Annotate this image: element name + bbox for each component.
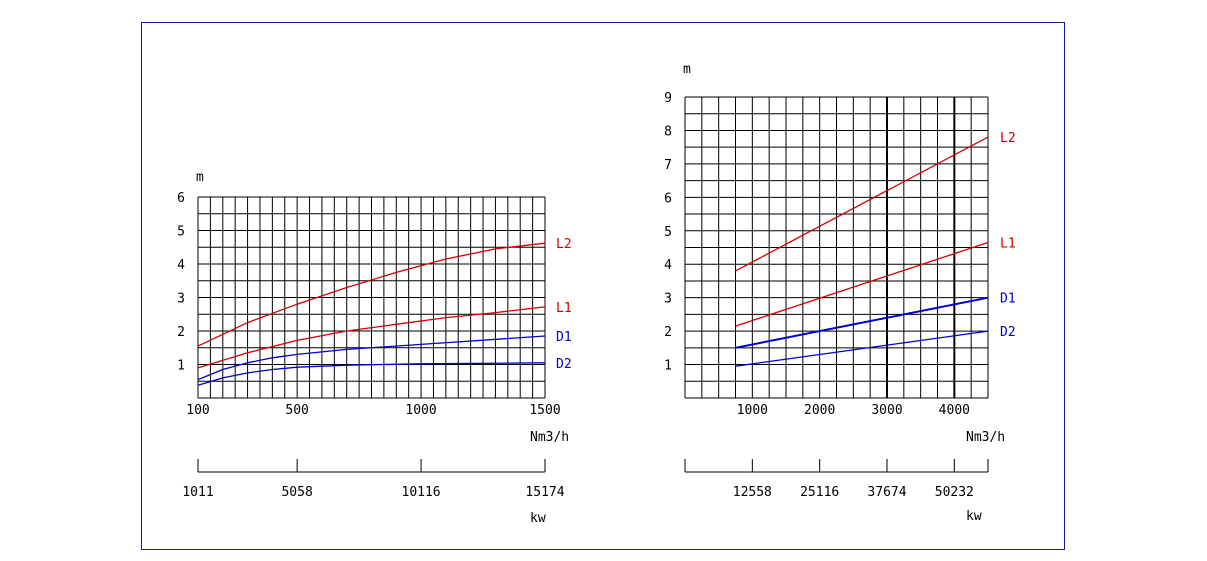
y-tick-label: 4 — [664, 258, 672, 273]
power-tick-label: 15174 — [525, 485, 564, 500]
x-tick-label: 2000 — [804, 403, 835, 418]
y-tick-label: 4 — [177, 258, 185, 273]
series-line-d2 — [197, 362, 546, 386]
power-unit-label: kw — [966, 509, 982, 524]
power-tick-label: 25116 — [800, 485, 839, 500]
y-tick-label: 2 — [177, 325, 185, 340]
x-tick-label: 1000 — [737, 403, 768, 418]
series-line-d2 — [735, 330, 989, 367]
y-tick-label: 5 — [177, 225, 185, 240]
x-tick-label: 1000 — [405, 403, 436, 418]
x-unit-label: Nm3/h — [530, 430, 569, 445]
y-tick-label: 5 — [664, 225, 672, 240]
series-label-d2: D2 — [1000, 325, 1016, 340]
power-tick-label: 50232 — [935, 485, 974, 500]
series-label-d2: D2 — [556, 357, 572, 372]
x-tick-label: 100 — [186, 403, 209, 418]
y-tick-label: 6 — [664, 191, 672, 206]
y-tick-label: 8 — [664, 124, 672, 139]
series-line-l2 — [735, 136, 989, 272]
series-label-l1: L1 — [1000, 236, 1016, 251]
x-tick-label: 500 — [285, 403, 308, 418]
y-unit-label: m — [683, 62, 691, 77]
y-tick-label: 3 — [177, 292, 185, 307]
figure-frame — [141, 22, 1065, 550]
power-tick-label: 5058 — [281, 485, 312, 500]
power-tick-label: 37674 — [867, 485, 906, 500]
y-tick-label: 3 — [664, 292, 672, 307]
series-label-d1: D1 — [1000, 292, 1016, 307]
x-tick-label: 1500 — [529, 403, 560, 418]
x-tick-label: 3000 — [871, 403, 902, 418]
power-tick-label: 10116 — [402, 485, 441, 500]
x-tick-label: 4000 — [939, 403, 970, 418]
x-unit-label: Nm3/h — [966, 430, 1005, 445]
series-label-d1: D1 — [556, 330, 572, 345]
y-tick-label: 6 — [177, 191, 185, 206]
series-label-l2: L2 — [556, 237, 572, 252]
series-line-d1 — [197, 335, 546, 381]
y-tick-label: 9 — [664, 91, 672, 106]
series-line-l2 — [197, 242, 546, 347]
power-unit-label: kw — [530, 511, 546, 526]
y-tick-label: 1 — [177, 359, 185, 374]
power-tick-label: 1011 — [182, 485, 213, 500]
power-tick-label: 12558 — [733, 485, 772, 500]
series-line-l1 — [197, 306, 546, 369]
series-line-l1 — [735, 241, 989, 327]
y-tick-label: 1 — [664, 359, 672, 374]
series-line-d1 — [735, 296, 989, 349]
series-label-l2: L2 — [1000, 131, 1016, 146]
y-unit-label: m — [196, 170, 204, 185]
series-label-l1: L1 — [556, 301, 572, 316]
y-tick-label: 2 — [664, 325, 672, 340]
y-tick-label: 7 — [664, 158, 672, 173]
